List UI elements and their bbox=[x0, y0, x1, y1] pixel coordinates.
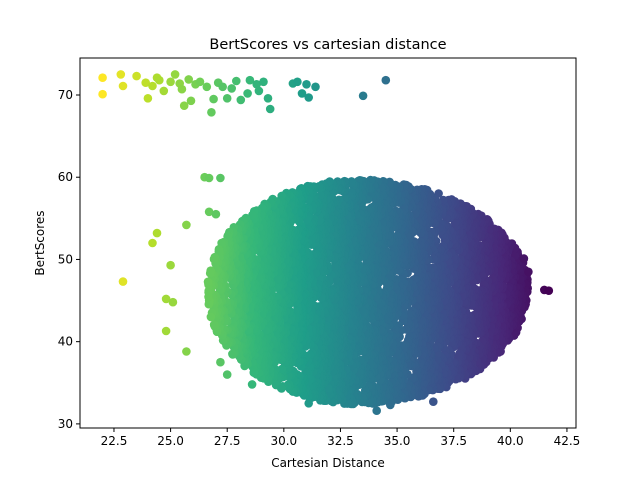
points-layer bbox=[98, 70, 554, 416]
